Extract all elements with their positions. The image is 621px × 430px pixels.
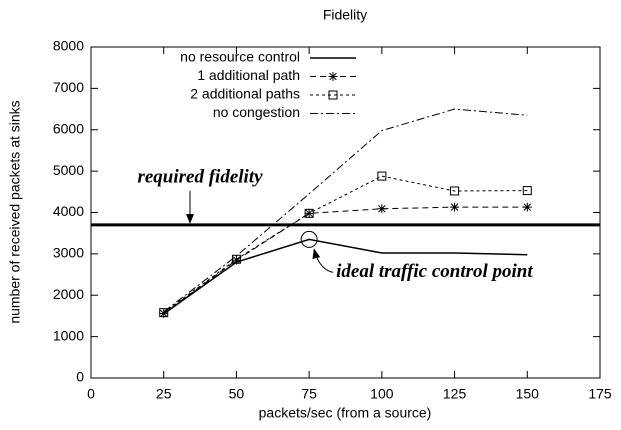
y-tick-label: 1000 xyxy=(53,327,84,343)
legend-label: no congestion xyxy=(213,104,300,120)
threshold-label: required fidelity xyxy=(137,166,263,187)
point-marker xyxy=(522,202,532,212)
point-marker xyxy=(450,186,460,196)
x-tick-label: 125 xyxy=(443,386,467,402)
series-line xyxy=(163,238,528,315)
point-marker xyxy=(159,308,169,318)
series-line xyxy=(163,206,528,314)
point-marker xyxy=(231,255,241,265)
point-marker xyxy=(304,208,314,218)
x-tick-label: 100 xyxy=(370,386,394,402)
y-tick-label: 4000 xyxy=(53,203,84,219)
series-line xyxy=(163,175,528,314)
x-tick-label: 50 xyxy=(229,386,245,402)
y-tick-label: 7000 xyxy=(53,79,84,95)
x-axis-label: packets/sec (from a source) xyxy=(259,405,432,421)
series-line xyxy=(163,108,528,313)
y-tick-label: 6000 xyxy=(53,120,84,136)
point-marker xyxy=(377,204,387,214)
plot-frame xyxy=(90,46,601,379)
x-tick-label: 25 xyxy=(156,386,172,402)
y-tick-label: 0 xyxy=(76,369,84,385)
highlight-circle xyxy=(300,230,318,248)
annotation-arrow xyxy=(312,248,334,273)
x-tick-label: 150 xyxy=(516,386,540,402)
legend-marker xyxy=(328,72,338,81)
legend-marker xyxy=(328,90,338,100)
point-marker xyxy=(159,308,169,318)
x-tick-label: 0 xyxy=(87,386,95,402)
legend-label: 2 additional paths xyxy=(190,86,300,102)
legend-label: 1 additional path xyxy=(197,67,300,83)
legend-label: no resource control xyxy=(180,49,300,65)
point-label: ideal traffic control point xyxy=(336,261,533,282)
y-tick-label: 8000 xyxy=(53,38,84,54)
point-marker xyxy=(377,171,387,181)
y-tick-label: 5000 xyxy=(53,162,84,178)
x-tick-label: 175 xyxy=(588,386,612,402)
y-tick-label: 3000 xyxy=(53,245,84,261)
y-tick-label: 2000 xyxy=(53,286,84,302)
point-marker xyxy=(450,202,460,212)
x-tick-label: 75 xyxy=(301,386,317,402)
chart-title: Fidelity xyxy=(323,7,367,23)
y-axis-label: number of received packets at sinks xyxy=(7,100,23,323)
point-marker xyxy=(522,186,532,196)
